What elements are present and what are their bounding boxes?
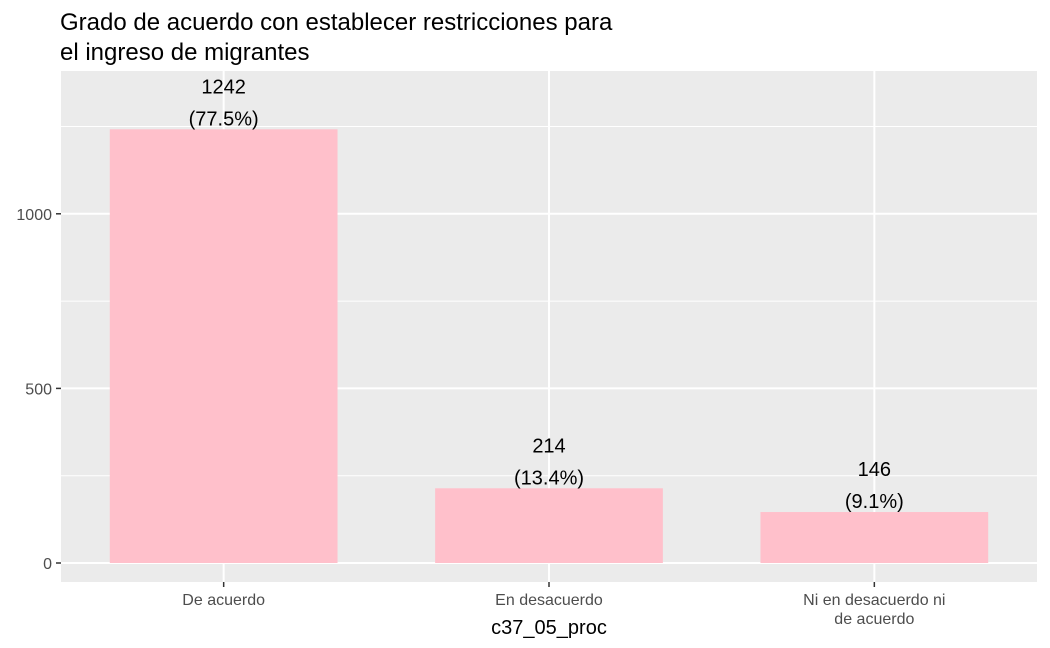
y-tick-label: 1000 bbox=[16, 207, 52, 224]
bar bbox=[435, 488, 663, 563]
bar bbox=[760, 512, 989, 563]
percent-label: (9.1%) bbox=[845, 491, 904, 513]
x-tick-label: En desacuerdo bbox=[495, 592, 603, 609]
value-label: 1242 bbox=[201, 76, 246, 98]
x-axis-title: c37_05_proc bbox=[491, 617, 607, 639]
chart-title-line-1: Grado de acuerdo con establecer restricc… bbox=[60, 9, 613, 36]
bars bbox=[109, 129, 989, 564]
data-labels: 1242 (77.5%) 214 (13.4%) 146 (9.1%) bbox=[189, 76, 904, 513]
percent-label: (77.5%) bbox=[189, 108, 259, 130]
x-axis: De acuerdo En desacuerdo Ni en desacuerdo … bbox=[182, 582, 945, 628]
y-axis: 0 500 1000 bbox=[16, 207, 61, 573]
percent-label: (13.4%) bbox=[514, 467, 584, 489]
x-tick-label: de acuerdo bbox=[834, 611, 914, 628]
value-label: 214 bbox=[532, 435, 565, 457]
y-tick-label: 0 bbox=[43, 556, 52, 573]
chart-title-line-2: el ingreso de migrantes bbox=[60, 39, 309, 66]
value-label: 146 bbox=[858, 459, 891, 481]
y-tick-label: 500 bbox=[25, 381, 52, 398]
x-tick-label: Ni en desacuerdo ni bbox=[803, 592, 945, 609]
x-tick-label: De acuerdo bbox=[182, 592, 265, 609]
bar bbox=[109, 129, 338, 564]
